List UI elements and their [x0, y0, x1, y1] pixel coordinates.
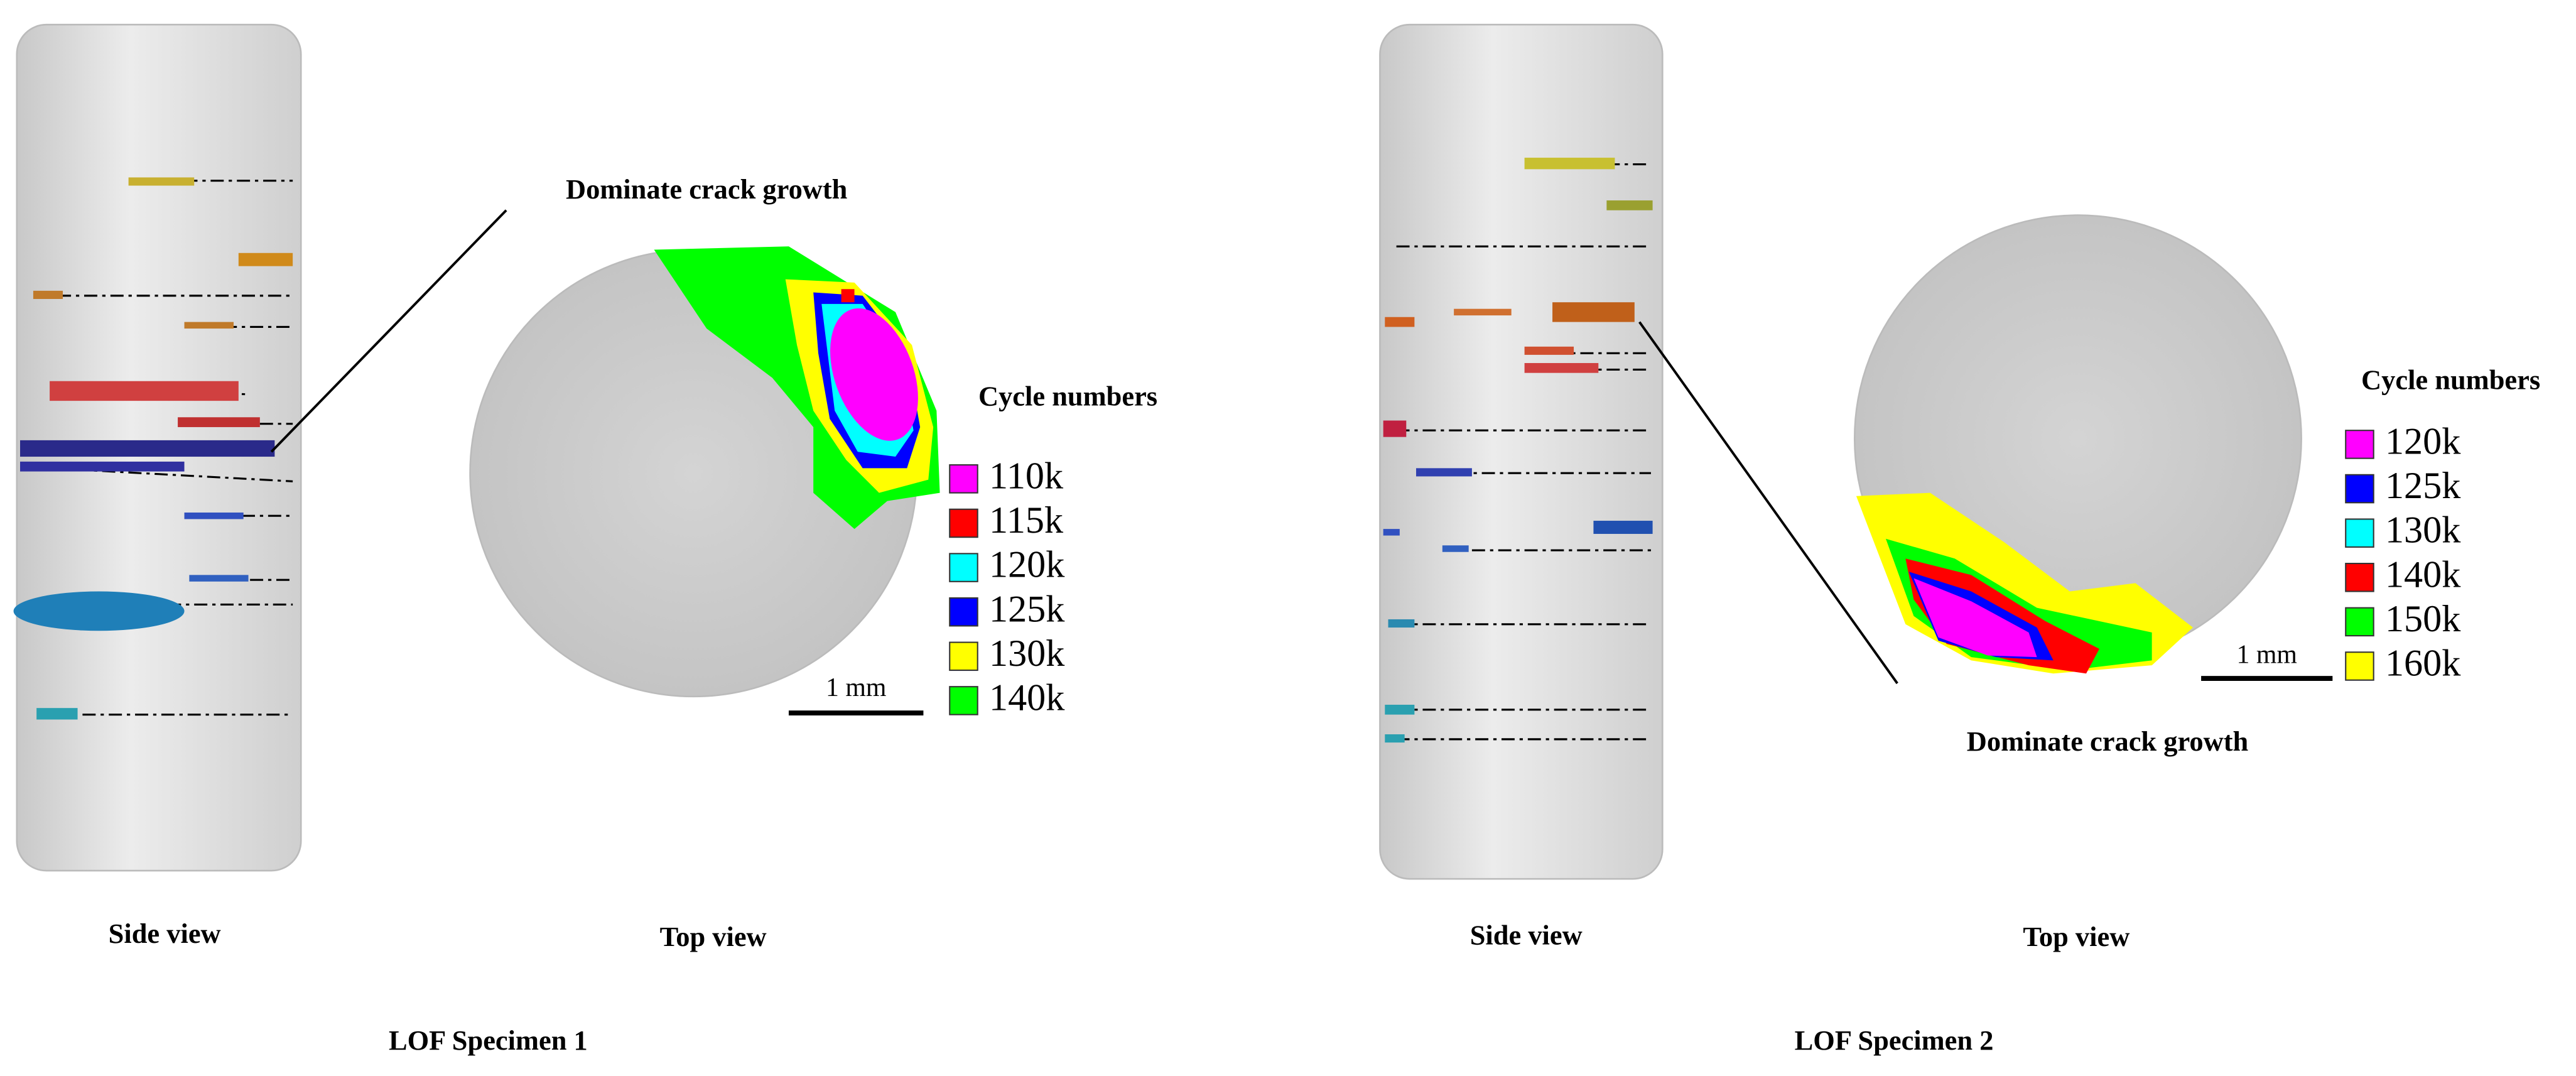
- legend-label: 125k: [2385, 465, 2461, 507]
- legend-swatch: [2345, 518, 2374, 548]
- side-view-1: [13, 23, 302, 872]
- annotation: Dominate crack growth: [566, 173, 848, 205]
- legend-label: 140k: [2385, 553, 2461, 595]
- legend-title: Cycle numbers: [978, 381, 1157, 412]
- annotation: Dominate crack growth: [1967, 725, 2249, 757]
- legend-swatch: [949, 686, 978, 715]
- legend-swatch: [949, 464, 978, 494]
- specimen-title: LOF Specimen 1: [389, 1024, 588, 1056]
- legend-label: 120k: [989, 544, 1065, 586]
- side-view-label: Side view: [1470, 920, 1583, 951]
- legend-label: 115k: [989, 499, 1064, 541]
- legend-label: 150k: [2385, 598, 2461, 640]
- legend-label: 120k: [2385, 421, 2461, 463]
- legend-label: 130k: [2385, 509, 2461, 552]
- scale-bar-label: 1 mm: [2236, 641, 2297, 670]
- scale-bar-label: 1 mm: [826, 673, 886, 702]
- legend-title: Cycle numbers: [2361, 364, 2540, 396]
- legend-swatch: [2345, 562, 2374, 592]
- pointer-line: [270, 209, 507, 453]
- legend-swatch: [2345, 607, 2374, 637]
- pointer-line: [1638, 321, 1898, 685]
- legend-swatch: [949, 508, 978, 538]
- side-view-label: Side view: [109, 918, 221, 949]
- legend-swatch: [2345, 430, 2374, 459]
- top-view-2: [1853, 214, 2333, 682]
- side-view-2: [1379, 23, 1664, 880]
- labels: Dominate crack growth Dominate crack gro…: [109, 173, 2541, 1056]
- legend-swatch: [949, 553, 978, 582]
- specimen-title: LOF Specimen 2: [1795, 1024, 1994, 1056]
- legend-label: 140k: [989, 677, 1065, 719]
- top-view-1: [469, 246, 940, 715]
- legend-label: 130k: [989, 633, 1065, 675]
- legend-swatch: [2345, 474, 2374, 504]
- top-view-label: Top view: [660, 921, 767, 952]
- legend-swatch: [2345, 651, 2374, 681]
- legend-label: 125k: [989, 588, 1065, 630]
- top-view-label: Top view: [2023, 921, 2130, 952]
- legend-label: 160k: [2385, 643, 2461, 685]
- legend-label: 110k: [989, 455, 1064, 497]
- legend-swatch: [949, 597, 978, 627]
- legend-swatch: [949, 641, 978, 671]
